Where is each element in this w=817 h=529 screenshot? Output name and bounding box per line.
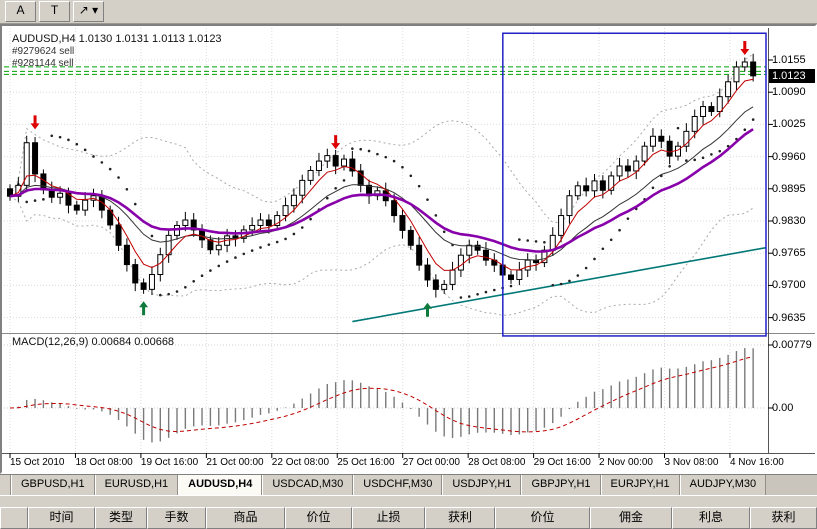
- chart-tab-audjpy-m30[interactable]: AUDJPY,M30: [679, 475, 767, 495]
- terminal-column-header-9[interactable]: 佣金: [590, 507, 672, 529]
- order-label-2: #9281144 sell: [12, 58, 74, 69]
- text-tool-button[interactable]: T: [39, 1, 70, 22]
- terminal-header-row: 时间 类型 手数 商品 价位 止损 获利 价位 佣金 利息 获利: [0, 507, 817, 529]
- chart-tab-usdjpy-h1[interactable]: USDJPY,H1: [442, 475, 522, 495]
- selection-rectangle[interactable]: [502, 32, 767, 337]
- parabolic-sar-dots: [17, 118, 755, 299]
- trade-arrows: [30, 41, 750, 317]
- terminal-column-header-11[interactable]: 获利: [750, 507, 817, 529]
- terminal-column-header-7[interactable]: 获利: [425, 507, 495, 529]
- chart-canvas[interactable]: [2, 26, 815, 472]
- macd-label: MACD(12,26,9) 0.00684 0.00668: [12, 336, 175, 348]
- chart-tab-audusd-h4[interactable]: AUDUSD,H4: [178, 475, 263, 495]
- chart-tab-eurjpy-h1[interactable]: EURJPY,H1: [600, 475, 680, 495]
- terminal-column-header-1[interactable]: 时间: [28, 507, 95, 529]
- chart-tab-gbpusd-h1[interactable]: GBPUSD,H1: [11, 475, 95, 495]
- trendline[interactable]: [352, 246, 766, 323]
- terminal-column-header-2[interactable]: 类型: [95, 507, 147, 529]
- tab-bar-corner: [0, 475, 11, 495]
- macd-signal-line: [9, 356, 754, 433]
- chart-tab-usdchf-m30[interactable]: USDCHF,M30: [353, 475, 443, 495]
- macd-histogram: [17, 348, 754, 443]
- chart-tab-usdcad-m30[interactable]: USDCAD,M30: [262, 475, 354, 495]
- terminal-column-header-10[interactable]: 利息: [672, 507, 750, 529]
- terminal-splitter[interactable]: [0, 495, 817, 507]
- chart-tab-bar: GBPUSD,H1 EURUSD,H1 AUDUSD,H4 USDCAD,M30 USD…: [0, 474, 817, 495]
- chart-tab-gbpjpy-h1[interactable]: GBPJPY,H1: [521, 475, 601, 495]
- terminal-column-header-6[interactable]: 止损: [352, 507, 425, 529]
- order-lines: [4, 66, 766, 75]
- chart-tab-eurusd-h1[interactable]: EURUSD,H1: [94, 475, 179, 495]
- chart-toolbar: A T ↗ ▾: [0, 0, 817, 24]
- current-price-tag: 1.0123: [769, 68, 815, 83]
- terminal-column-header-5[interactable]: 价位: [285, 507, 352, 529]
- chart-window[interactable]: AUDUSD,H4 1.0130 1.0131 1.0113 1.0123 #9…: [0, 24, 817, 474]
- terminal-column-header-8[interactable]: 价位: [495, 507, 590, 529]
- order-label-1: #9279624 sell: [12, 46, 75, 57]
- moving-averages: [9, 78, 754, 271]
- terminal-column-blank[interactable]: [0, 507, 28, 529]
- axis-lines: [2, 28, 815, 458]
- terminal-column-header-4[interactable]: 商品: [206, 507, 285, 529]
- terminal-column-header-3[interactable]: 手数: [147, 507, 206, 529]
- chart-title: AUDUSD,H4 1.0130 1.0131 1.0113 1.0123: [12, 33, 222, 45]
- line-studies-dropdown-button[interactable]: ↗ ▾: [73, 1, 104, 22]
- cursor-tool-button[interactable]: A: [5, 1, 36, 22]
